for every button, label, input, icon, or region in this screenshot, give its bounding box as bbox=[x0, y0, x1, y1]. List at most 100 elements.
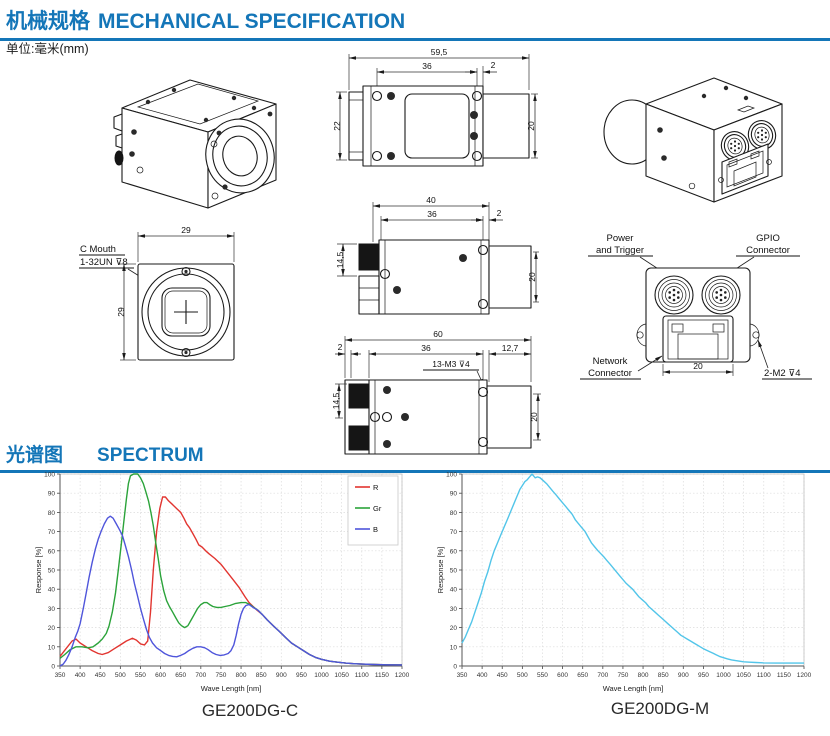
svg-text:100: 100 bbox=[44, 472, 55, 479]
svg-text:350: 350 bbox=[457, 672, 468, 679]
chart-legend: R Gr B bbox=[347, 475, 399, 546]
dim-20: 20 bbox=[693, 361, 703, 371]
svg-text:10: 10 bbox=[48, 644, 56, 651]
svg-text:650: 650 bbox=[577, 672, 588, 679]
svg-text:700: 700 bbox=[597, 672, 608, 679]
svg-text:20: 20 bbox=[450, 625, 458, 632]
iso-rear-drawing bbox=[603, 77, 783, 203]
rear-view-drawing: Power and Trigger GPIO Connector bbox=[580, 233, 812, 380]
svg-text:400: 400 bbox=[477, 672, 488, 679]
y-axis-label: Response [%] bbox=[34, 547, 43, 594]
svg-text:1100: 1100 bbox=[757, 672, 771, 679]
network-label-1: Network bbox=[593, 356, 628, 367]
svg-text:20: 20 bbox=[48, 625, 56, 632]
svg-text:1150: 1150 bbox=[777, 672, 791, 679]
svg-text:950: 950 bbox=[296, 672, 307, 679]
c-mount-label-1: C Mouth bbox=[80, 244, 116, 255]
spectrum-chart-color: 350 400 450 500 550 600 650 700 750 800 850 900 950 1… bbox=[34, 472, 410, 694]
svg-text:40: 40 bbox=[450, 587, 458, 594]
svg-text:1200: 1200 bbox=[395, 672, 410, 679]
svg-text:950: 950 bbox=[698, 672, 709, 679]
bottom-view-drawing: 60 2 36 12,7 13-M3 ⊽4 14,5 20 bbox=[331, 329, 541, 455]
x-axis-label: Wave Length [nm] bbox=[603, 684, 664, 693]
chart-grid: 350 400 450 500 550 600 650 700 750 800 850 900 950 1… bbox=[446, 472, 811, 680]
dim-20: 20 bbox=[529, 412, 539, 422]
gpio-label-1: GPIO bbox=[756, 233, 780, 244]
front-view-drawing: 29 C Mouth 1-32UN ⊽8 29 bbox=[79, 225, 235, 361]
svg-text:60: 60 bbox=[48, 548, 56, 555]
svg-text:900: 900 bbox=[276, 672, 287, 679]
svg-text:600: 600 bbox=[155, 672, 166, 679]
svg-text:B: B bbox=[373, 525, 378, 534]
svg-text:800: 800 bbox=[236, 672, 247, 679]
svg-text:100: 100 bbox=[446, 472, 457, 479]
svg-text:60: 60 bbox=[450, 548, 458, 555]
dim-14-5: 14,5 bbox=[335, 251, 345, 268]
dim-20: 20 bbox=[526, 121, 536, 131]
svg-text:700: 700 bbox=[195, 672, 206, 679]
svg-text:1050: 1050 bbox=[334, 672, 349, 679]
series-line-B bbox=[59, 515, 403, 667]
power-trigger-label-1: Power bbox=[607, 233, 634, 244]
dim-20: 20 bbox=[527, 272, 537, 282]
rj45-port-iso bbox=[721, 143, 769, 195]
series-line-M bbox=[461, 473, 804, 664]
svg-text:550: 550 bbox=[537, 672, 548, 679]
connector-pins bbox=[730, 129, 767, 152]
svg-text:750: 750 bbox=[618, 672, 629, 679]
svg-text:30: 30 bbox=[450, 606, 458, 613]
m3-thread-label: 13-M3 ⊽4 bbox=[432, 359, 470, 369]
svg-text:800: 800 bbox=[638, 672, 649, 679]
spectrum-chart-mono: 350 400 450 500 550 600 650 700 750 800 850 900 950 1… bbox=[436, 472, 812, 694]
svg-text:550: 550 bbox=[135, 672, 146, 679]
svg-text:850: 850 bbox=[658, 672, 669, 679]
dim-60: 60 bbox=[433, 329, 443, 339]
svg-text:30: 30 bbox=[48, 606, 56, 613]
svg-text:350: 350 bbox=[55, 672, 66, 679]
svg-text:80: 80 bbox=[450, 510, 458, 517]
chart-caption-color: GE200DG-C bbox=[201, 701, 299, 720]
svg-text:400: 400 bbox=[75, 672, 86, 679]
svg-text:90: 90 bbox=[48, 491, 56, 498]
svg-text:Gr: Gr bbox=[373, 504, 382, 513]
svg-text:0: 0 bbox=[453, 664, 457, 671]
network-label-2: Connector bbox=[588, 368, 632, 379]
power-trigger-label-2: and Trigger bbox=[596, 245, 644, 256]
chart-grid: 350 400 450 500 550 600 650 700 750 800 850 900 950 1… bbox=[44, 472, 409, 680]
lens-mount-ring bbox=[205, 118, 275, 194]
dim-36: 36 bbox=[421, 343, 431, 353]
top-view-drawing: 59,5 36 2 22 20 bbox=[332, 47, 538, 167]
svg-text:500: 500 bbox=[517, 672, 528, 679]
svg-text:500: 500 bbox=[115, 672, 126, 679]
svg-text:650: 650 bbox=[175, 672, 186, 679]
dim-29-h: 29 bbox=[116, 307, 126, 317]
svg-text:450: 450 bbox=[95, 672, 106, 679]
svg-text:750: 750 bbox=[216, 672, 227, 679]
dim-2: 2 bbox=[338, 342, 343, 352]
c-mount-label-2: 1-32UN ⊽8 bbox=[80, 257, 128, 268]
m2-thread-label: 2-M2 ⊽4 bbox=[764, 368, 801, 379]
svg-text:600: 600 bbox=[557, 672, 568, 679]
power-connector bbox=[654, 275, 694, 315]
svg-text:80: 80 bbox=[48, 510, 56, 517]
svg-text:1000: 1000 bbox=[314, 672, 329, 679]
svg-text:850: 850 bbox=[256, 672, 267, 679]
spectrum-title-en: SPECTRUM bbox=[97, 445, 204, 466]
side-view-drawing: 40 36 2 14,5 20 bbox=[335, 195, 539, 315]
svg-text:0: 0 bbox=[51, 664, 55, 671]
gpio-label-2: Connector bbox=[746, 245, 790, 256]
svg-text:50: 50 bbox=[450, 568, 458, 575]
mechanical-title-zh: 机械规格 bbox=[6, 10, 90, 33]
iso-front-drawing bbox=[113, 79, 277, 209]
svg-text:1000: 1000 bbox=[716, 672, 731, 679]
dim-59-5: 59,5 bbox=[431, 47, 448, 57]
svg-text:R: R bbox=[373, 483, 379, 492]
mechanical-section-header: 机械规格 MECHANICAL SPECIFICATION bbox=[0, 0, 830, 41]
svg-text:1100: 1100 bbox=[355, 672, 369, 679]
svg-text:90: 90 bbox=[450, 491, 458, 498]
dim-14-5: 14,5 bbox=[331, 392, 341, 409]
dim-2: 2 bbox=[497, 208, 502, 218]
svg-text:70: 70 bbox=[48, 529, 56, 536]
spectrum-section-header: 光谱图 SPECTRUM bbox=[0, 438, 830, 473]
